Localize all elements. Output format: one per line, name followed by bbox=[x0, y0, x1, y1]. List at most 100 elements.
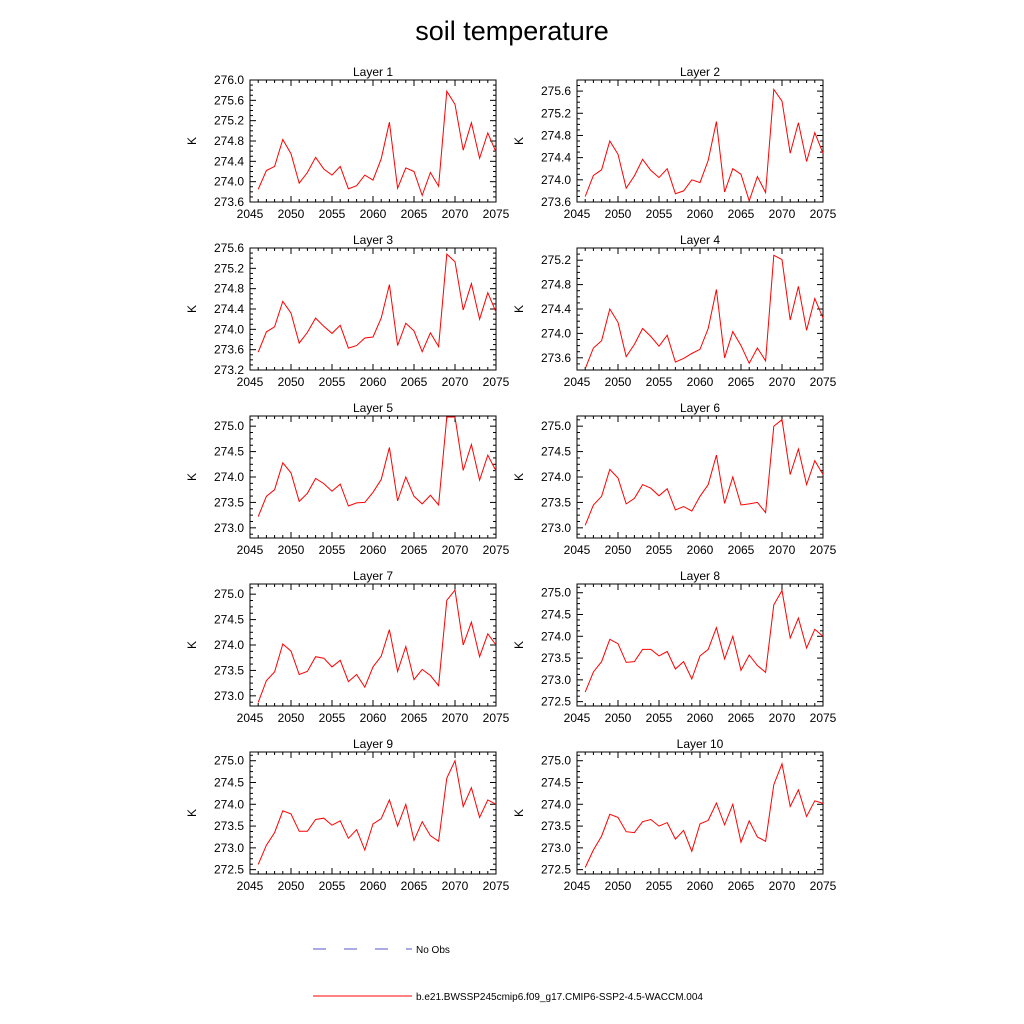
y-tick-label: 274.4 bbox=[214, 154, 244, 168]
x-tick-label: 2055 bbox=[646, 711, 673, 725]
y-tick-label: 274.8 bbox=[541, 128, 571, 142]
x-tick-label: 2060 bbox=[687, 375, 714, 389]
x-tick-label: 2060 bbox=[360, 207, 387, 221]
x-tick-label: 2070 bbox=[769, 879, 796, 893]
panel-layer-6: Layer 6 2045 2050 2055 2060 2065 2070 2075 273.0… bbox=[512, 401, 837, 557]
series-line-layer-10 bbox=[584, 762, 824, 868]
y-tick-label: 276.0 bbox=[214, 73, 244, 87]
y-tick-label: 273.0 bbox=[214, 841, 244, 855]
x-tick-label: 2055 bbox=[319, 543, 346, 557]
y-axis-label: K bbox=[185, 473, 199, 481]
y-tick-label: 273.5 bbox=[541, 819, 571, 833]
x-tick-label: 2065 bbox=[401, 375, 428, 389]
y-axis-label: K bbox=[512, 305, 526, 313]
panel-title: Layer 6 bbox=[680, 401, 720, 415]
series-line-layer-1 bbox=[257, 89, 497, 197]
x-tick-label: 2065 bbox=[401, 207, 428, 221]
y-axis-label: K bbox=[185, 641, 199, 649]
x-tick-label: 2065 bbox=[728, 711, 755, 725]
y-tick-label: 274.5 bbox=[214, 445, 244, 459]
x-tick-label: 2050 bbox=[605, 543, 632, 557]
y-tick-label: 273.6 bbox=[541, 351, 571, 365]
y-tick-label: 273.6 bbox=[214, 195, 244, 209]
y-tick-label: 275.6 bbox=[541, 84, 571, 98]
x-tick-label: 2045 bbox=[564, 543, 591, 557]
y-tick-label: 274.0 bbox=[214, 470, 244, 484]
panel-title: Layer 1 bbox=[353, 65, 393, 79]
x-tick-label: 2065 bbox=[401, 711, 428, 725]
x-tick-label: 2075 bbox=[810, 375, 837, 389]
x-tick-label: 2070 bbox=[769, 543, 796, 557]
x-tick-label: 2045 bbox=[564, 207, 591, 221]
y-tick-label: 274.5 bbox=[541, 445, 571, 459]
plot-frame bbox=[576, 79, 824, 203]
y-tick-label: 275.0 bbox=[214, 587, 244, 601]
x-tick-label: 2070 bbox=[769, 375, 796, 389]
y-tick-label: 273.5 bbox=[541, 495, 571, 509]
x-tick-label: 2075 bbox=[810, 711, 837, 725]
y-tick-label: 275.2 bbox=[214, 114, 244, 128]
x-tick-label: 2075 bbox=[810, 543, 837, 557]
series-line-layer-6 bbox=[584, 418, 824, 526]
y-tick-label: 272.5 bbox=[541, 695, 571, 709]
panel-layer-10: Layer 10 2045 2050 2055 2060 2065 2070 2075 272.… bbox=[512, 737, 837, 893]
y-tick-label: 274.0 bbox=[541, 326, 571, 340]
x-tick-label: 2075 bbox=[483, 207, 510, 221]
y-axis-label: K bbox=[512, 473, 526, 481]
y-tick-label: 274.8 bbox=[214, 282, 244, 296]
x-tick-label: 2045 bbox=[237, 711, 264, 725]
x-tick-label: 2050 bbox=[278, 207, 305, 221]
x-tick-label: 2065 bbox=[728, 879, 755, 893]
x-tick-label: 2060 bbox=[360, 375, 387, 389]
panel-layer-8: Layer 8 2045 2050 2055 2060 2065 2070 2075 272.5… bbox=[512, 569, 837, 725]
panel-layer-5: Layer 5 2045 2050 2055 2060 2065 2070 2075 273.0… bbox=[185, 401, 510, 557]
panel-title: Layer 7 bbox=[353, 569, 393, 583]
y-tick-label: 275.0 bbox=[214, 754, 244, 768]
x-tick-label: 2055 bbox=[646, 543, 673, 557]
y-tick-label: 273.0 bbox=[541, 841, 571, 855]
y-axis-label: K bbox=[512, 641, 526, 649]
plot-frame bbox=[249, 583, 497, 707]
legend-model-label: b.e21.BWSSP245cmip6.f09_g17.CMIP6-SSP2-4… bbox=[416, 992, 703, 1003]
x-tick-label: 2070 bbox=[442, 207, 469, 221]
panel-title: Layer 2 bbox=[680, 65, 720, 79]
x-tick-label: 2060 bbox=[360, 543, 387, 557]
plot-frame bbox=[249, 247, 497, 371]
x-tick-label: 2070 bbox=[442, 711, 469, 725]
panel-layer-1: Layer 1 2045 2050 2055 2060 2065 2070 2075 273.6… bbox=[185, 65, 510, 221]
y-tick-label: 274.0 bbox=[214, 322, 244, 336]
x-tick-label: 2055 bbox=[319, 375, 346, 389]
y-tick-label: 273.5 bbox=[214, 819, 244, 833]
y-tick-label: 272.5 bbox=[214, 863, 244, 877]
panel-layer-4: Layer 4 2045 2050 2055 2060 2065 2070 2075 273.6… bbox=[512, 233, 837, 389]
y-tick-label: 275.2 bbox=[214, 261, 244, 275]
x-tick-label: 2065 bbox=[401, 543, 428, 557]
x-tick-label: 2045 bbox=[564, 375, 591, 389]
x-tick-label: 2060 bbox=[360, 711, 387, 725]
y-tick-label: 275.6 bbox=[214, 93, 244, 107]
x-tick-label: 2050 bbox=[278, 879, 305, 893]
plot-frame bbox=[249, 751, 497, 875]
panel-layer-2: Layer 2 2045 2050 2055 2060 2065 2070 2075 273.6… bbox=[512, 65, 837, 221]
y-tick-label: 275.0 bbox=[541, 419, 571, 433]
plot-frame bbox=[249, 415, 497, 539]
x-tick-label: 2075 bbox=[810, 207, 837, 221]
y-tick-label: 273.5 bbox=[541, 651, 571, 665]
x-tick-label: 2045 bbox=[564, 879, 591, 893]
y-tick-label: 274.0 bbox=[541, 173, 571, 187]
series-line-layer-8 bbox=[584, 589, 824, 693]
y-tick-label: 274.8 bbox=[214, 134, 244, 148]
panel-title: Layer 8 bbox=[680, 569, 720, 583]
x-tick-label: 2045 bbox=[237, 543, 264, 557]
y-tick-label: 274.5 bbox=[541, 608, 571, 622]
x-tick-label: 2075 bbox=[483, 711, 510, 725]
x-tick-label: 2055 bbox=[319, 879, 346, 893]
y-tick-label: 274.5 bbox=[214, 613, 244, 627]
x-tick-label: 2070 bbox=[769, 207, 796, 221]
y-axis-label: K bbox=[185, 305, 199, 313]
x-tick-label: 2070 bbox=[769, 711, 796, 725]
x-tick-label: 2065 bbox=[401, 879, 428, 893]
plot-frame bbox=[576, 583, 824, 707]
y-tick-label: 274.0 bbox=[541, 470, 571, 484]
